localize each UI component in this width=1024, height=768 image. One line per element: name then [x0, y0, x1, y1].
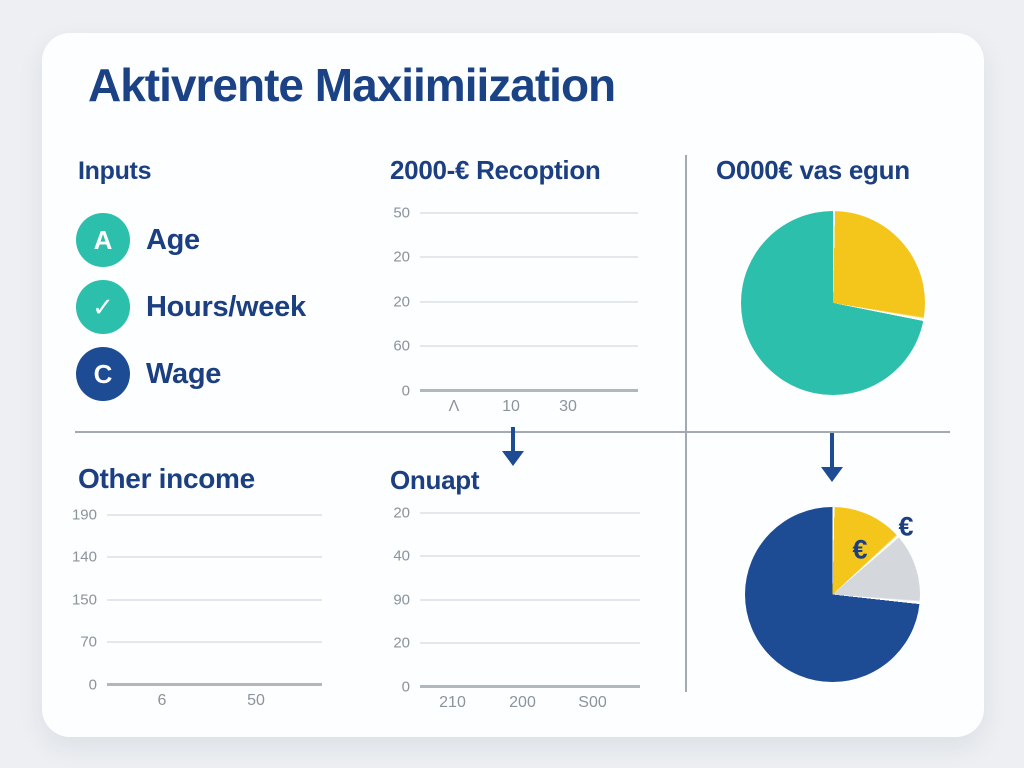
gridline: 140 — [72, 549, 322, 566]
x-axis-labels: 210 200 S00 — [420, 694, 640, 712]
euro-symbol-inside-slice: € — [852, 534, 868, 565]
y-tick-label: 20 — [393, 634, 410, 652]
gridline: 0 — [89, 676, 322, 693]
legend-item-hours: ✓ Hours/week — [76, 280, 306, 334]
x-axis-labels: 6 50 — [107, 692, 322, 710]
arrow-shaft — [830, 433, 834, 467]
arrow-head — [821, 467, 843, 482]
legend-item-age: A Age — [76, 213, 306, 267]
gridline: 20 — [393, 293, 638, 310]
pie-top-title: O000€ vas egun — [716, 155, 910, 185]
gridline: 0 — [402, 678, 640, 695]
gridline: 20 — [393, 634, 640, 651]
y-tick-label: 60 — [393, 337, 410, 355]
inputs-legend: A Age ✓ Hours/week C Wage — [76, 213, 306, 401]
onuapt-chart-title: Onuapt — [390, 465, 480, 495]
y-tick-label: 0 — [88, 676, 97, 693]
letter-a-badge-icon: A — [76, 213, 130, 267]
letter-c-badge-icon: C — [76, 347, 130, 401]
x-tick-label: 30 — [559, 398, 577, 415]
x-tick-label: 200 — [509, 694, 536, 711]
x-axis-labels: Λ 10 30 — [420, 398, 638, 416]
bars — [420, 513, 640, 686]
x-tick-label: 6 — [157, 692, 167, 709]
gridline: 90 — [393, 591, 640, 608]
legend-label: Hours/week — [146, 290, 306, 323]
gridline: 0 — [402, 382, 638, 399]
down-arrow-icon — [502, 427, 524, 466]
x-tick-label: Λ — [448, 398, 460, 415]
bars — [107, 515, 322, 684]
y-tick-label: 0 — [401, 382, 410, 399]
y-tick-label: 190 — [71, 506, 97, 524]
gridline: 150 — [72, 591, 322, 608]
y-tick-label: 20 — [393, 293, 410, 310]
arrow-shaft — [511, 427, 515, 451]
bottom-pie-chart — [745, 507, 920, 682]
inputs-heading: Inputs — [78, 157, 152, 185]
page-title: Aktivrente Maxiimiization — [88, 59, 616, 111]
legend-item-wage: C Wage — [76, 347, 306, 401]
x-tick-label: 210 — [439, 694, 466, 711]
gridline: 190 — [72, 507, 322, 524]
legend-label: Wage — [146, 357, 222, 390]
y-tick-label: 20 — [393, 248, 410, 266]
y-tick-label: 150 — [71, 591, 97, 608]
y-tick-label: 0 — [401, 678, 410, 695]
y-tick-label: 140 — [71, 548, 97, 566]
x-tick-label: 10 — [502, 398, 520, 415]
gridline: 60 — [393, 337, 638, 354]
infographic-card: Aktivrente Maxiimiization Inputs A Age ✓… — [42, 33, 984, 737]
gridline: 20 — [393, 249, 638, 266]
plot-area: 190 140 150 70 0 6 50 — [72, 507, 322, 709]
gridline: 20 — [393, 505, 640, 522]
x-tick-label: S00 — [578, 694, 607, 711]
other-income-chart-title: Other income — [78, 463, 255, 494]
down-arrow-icon — [821, 433, 843, 482]
y-tick-label: 20 — [393, 504, 410, 522]
x-tick-label: 50 — [247, 692, 265, 709]
reception-chart-title: 2000-€ Recoption — [390, 155, 601, 185]
y-tick-label: 90 — [393, 591, 410, 608]
plot-area: 50 20 20 60 0 Λ 10 30 — [393, 205, 638, 415]
vertical-divider — [685, 155, 687, 692]
top-pie-chart — [741, 211, 925, 395]
bars — [420, 213, 638, 390]
euro-symbol-outside: € — [898, 511, 914, 542]
arrow-head — [502, 451, 524, 466]
check-badge-icon: ✓ — [76, 280, 130, 334]
legend-label: Age — [146, 223, 200, 256]
y-tick-label: 50 — [393, 204, 410, 222]
other-income-bar-chart: 190 140 150 70 0 6 50 — [72, 507, 322, 709]
plot-area: 20 40 90 20 0 210 200 S00 — [393, 505, 640, 711]
gridline: 50 — [393, 205, 638, 222]
gridline: 40 — [393, 548, 640, 565]
onuapt-bar-chart: 20 40 90 20 0 210 200 S00 — [393, 505, 640, 711]
y-tick-label: 40 — [393, 547, 410, 565]
reception-bar-chart: 50 20 20 60 0 Λ 10 30 — [393, 205, 638, 415]
gridline: 70 — [80, 633, 322, 650]
y-tick-label: 70 — [80, 633, 97, 651]
